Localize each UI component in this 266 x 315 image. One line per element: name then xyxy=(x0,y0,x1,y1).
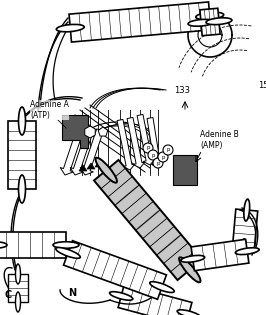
Polygon shape xyxy=(191,239,249,271)
Ellipse shape xyxy=(56,248,80,258)
Ellipse shape xyxy=(188,19,214,26)
Ellipse shape xyxy=(235,248,259,255)
Polygon shape xyxy=(62,115,88,148)
Polygon shape xyxy=(98,127,108,136)
Ellipse shape xyxy=(15,292,20,312)
Polygon shape xyxy=(117,119,135,170)
Polygon shape xyxy=(94,160,202,280)
Text: p: p xyxy=(146,146,150,151)
Circle shape xyxy=(163,145,173,155)
Text: N: N xyxy=(68,288,76,298)
Polygon shape xyxy=(232,209,258,251)
Circle shape xyxy=(153,158,163,168)
Text: C: C xyxy=(4,290,12,300)
Polygon shape xyxy=(64,241,167,299)
Polygon shape xyxy=(127,117,145,168)
Ellipse shape xyxy=(53,242,79,248)
Text: Adenine B
(AMP): Adenine B (AMP) xyxy=(200,130,239,150)
Polygon shape xyxy=(80,129,103,175)
Ellipse shape xyxy=(19,175,26,203)
Polygon shape xyxy=(118,284,192,315)
Circle shape xyxy=(158,152,168,162)
Text: 133: 133 xyxy=(174,86,190,95)
Polygon shape xyxy=(70,129,93,175)
Text: 157: 157 xyxy=(258,81,266,89)
Ellipse shape xyxy=(196,12,224,20)
Polygon shape xyxy=(8,121,36,189)
Ellipse shape xyxy=(181,255,205,262)
Ellipse shape xyxy=(15,264,20,284)
Polygon shape xyxy=(95,161,103,167)
Polygon shape xyxy=(173,155,197,185)
Ellipse shape xyxy=(244,199,250,221)
Ellipse shape xyxy=(240,239,246,261)
Polygon shape xyxy=(8,274,28,302)
Ellipse shape xyxy=(150,282,174,293)
Text: p: p xyxy=(161,154,165,159)
Text: p: p xyxy=(151,152,155,158)
Polygon shape xyxy=(85,126,95,138)
Ellipse shape xyxy=(19,107,26,135)
Polygon shape xyxy=(0,232,66,258)
Ellipse shape xyxy=(95,158,117,183)
Polygon shape xyxy=(60,129,83,175)
Circle shape xyxy=(148,150,158,160)
Ellipse shape xyxy=(0,242,7,248)
Polygon shape xyxy=(147,117,163,168)
Ellipse shape xyxy=(56,24,84,32)
Ellipse shape xyxy=(179,257,201,282)
Text: Adenine A
(ATP): Adenine A (ATP) xyxy=(30,100,69,120)
Polygon shape xyxy=(200,8,220,36)
Polygon shape xyxy=(87,163,95,169)
Circle shape xyxy=(143,143,153,153)
Polygon shape xyxy=(137,114,155,165)
Text: p: p xyxy=(166,147,170,152)
Ellipse shape xyxy=(110,292,133,300)
Ellipse shape xyxy=(177,310,200,315)
Text: p: p xyxy=(156,161,160,165)
Ellipse shape xyxy=(206,18,232,25)
Polygon shape xyxy=(79,165,87,171)
Polygon shape xyxy=(69,2,211,42)
